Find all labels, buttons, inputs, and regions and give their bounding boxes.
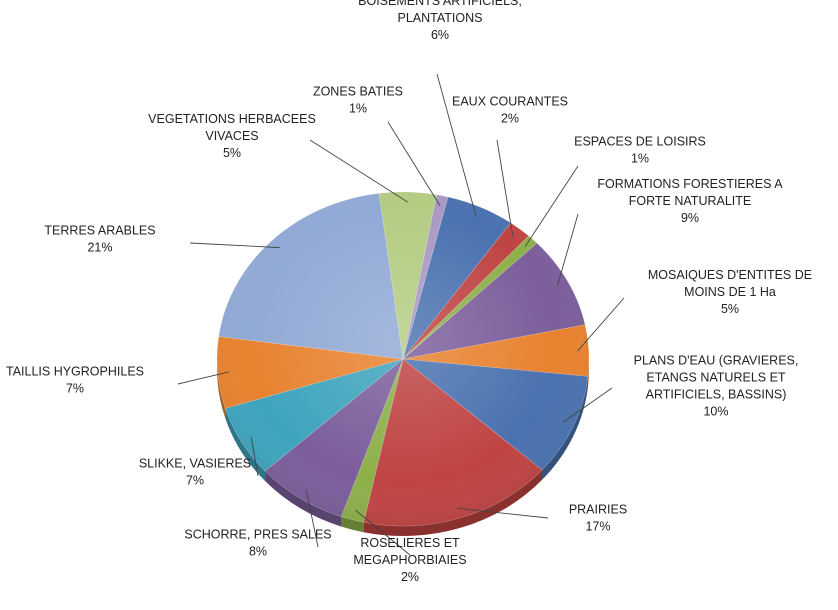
slice-labels: BOISEMENTS ARTIFICIELS, PLANTATIONS 6% EAUX… [6, 0, 812, 584]
slice-label: TERRES ARABLES 21% [44, 224, 155, 255]
slice-percent: 17% [585, 520, 610, 534]
slice-name: TAILLIS HYGROPHILES [6, 365, 144, 379]
slice-label: MOSAIQUES D'ENTITES DE MOINS DE 1 Ha 5% [648, 268, 812, 316]
leader-line [457, 507, 549, 519]
slice-name: SCHORRE, PRES SALES [184, 528, 331, 542]
slice-label: SCHORRE, PRES SALES 8% [184, 528, 331, 559]
slice-percent: 5% [223, 146, 241, 160]
pie-depth [217, 359, 589, 536]
slice-name: BOISEMENTS ARTIFICIELS, [358, 0, 522, 8]
leader-line [557, 213, 579, 286]
slice-name: FORTE NATURALITE [629, 194, 751, 208]
leader-line [189, 242, 280, 249]
pie-slices [216, 191, 590, 527]
slice-percent: 1% [349, 102, 367, 116]
slice-label: BOISEMENTS ARTIFICIELS, PLANTATIONS 6% [358, 0, 522, 42]
slice-percent: 6% [431, 28, 449, 42]
slice-name: SLIKKE, VASIERES [139, 457, 251, 471]
slice-name: ESPACES DE LOISIRS [574, 135, 706, 149]
slice-name: MOINS DE 1 Ha [684, 285, 776, 299]
slice-percent: 2% [501, 112, 519, 126]
slice-percent: 7% [186, 474, 204, 488]
pie-slice-side [587, 359, 589, 387]
slice-percent: 9% [681, 211, 699, 225]
slice-label: ZONES BATIES 1% [313, 85, 403, 116]
pie-slice-side [363, 469, 543, 536]
slice-percent: 21% [87, 241, 112, 255]
slice-name: PRAIRIES [569, 503, 627, 517]
leader-line [309, 139, 408, 203]
leader-line [387, 121, 441, 206]
leader-line [577, 297, 625, 352]
slice-label: PRAIRIES 17% [569, 503, 627, 534]
slice-label: TAILLIS HYGROPHILES 7% [6, 365, 144, 396]
slice-label: SLIKKE, VASIERES 7% [139, 457, 251, 488]
slice-label: ROSELIERES ET MEGAPHORBIAIES 2% [353, 536, 466, 584]
slice-label: VEGETATIONS HERBACEES VIVACES 5% [148, 112, 316, 160]
slice-name: ROSELIERES ET [360, 536, 460, 550]
slice-label: PLANS D'EAU (GRAVIERES, ETANGS NATURELS E… [634, 354, 799, 419]
slice-name: ARTIFICIELS, BASSINS) [646, 388, 787, 402]
slice-label: ESPACES DE LOISIRS 1% [574, 135, 706, 166]
pie-slice-side [341, 516, 364, 533]
slice-name: VEGETATIONS HERBACEES [148, 112, 316, 126]
slice-percent: 7% [66, 382, 84, 396]
pie-slice-side [542, 376, 588, 480]
leader-lines [177, 73, 625, 556]
leader-line [436, 73, 477, 217]
slice-percent: 5% [721, 302, 739, 316]
leader-line [177, 371, 229, 385]
slice-percent: 1% [631, 152, 649, 166]
pie-slice-side [217, 359, 226, 419]
slice-name: PLANTATIONS [398, 11, 483, 25]
pie-slice-side [265, 471, 342, 527]
slice-name: MEGAPHORBIAIES [353, 553, 466, 567]
pie-slice-side [225, 408, 266, 482]
slice-label: FORMATIONS FORESTIERES A FORTE NATURALITE… [597, 177, 783, 225]
slice-name: EAUX COURANTES [452, 95, 568, 109]
leader-line [562, 387, 613, 423]
slice-name: PLANS D'EAU (GRAVIERES, [634, 354, 799, 368]
slice-percent: 10% [703, 405, 728, 419]
slice-name: VIVACES [205, 129, 258, 143]
slice-percent: 2% [401, 570, 419, 584]
slice-name: MOSAIQUES D'ENTITES DE [648, 268, 812, 282]
leader-line [250, 436, 259, 477]
slice-percent: 8% [249, 545, 267, 559]
slice-label: EAUX COURANTES 2% [452, 95, 568, 126]
leader-line [524, 165, 579, 247]
leader-line [305, 489, 319, 548]
slice-name: ETANGS NATURELS ET [646, 371, 786, 385]
pie-shading [217, 192, 589, 526]
slice-name: FORMATIONS FORESTIERES A [597, 177, 783, 191]
slice-name: TERRES ARABLES [44, 224, 155, 238]
slice-name: ZONES BATIES [313, 85, 403, 99]
leader-line [496, 139, 514, 237]
leader-line [355, 509, 411, 556]
